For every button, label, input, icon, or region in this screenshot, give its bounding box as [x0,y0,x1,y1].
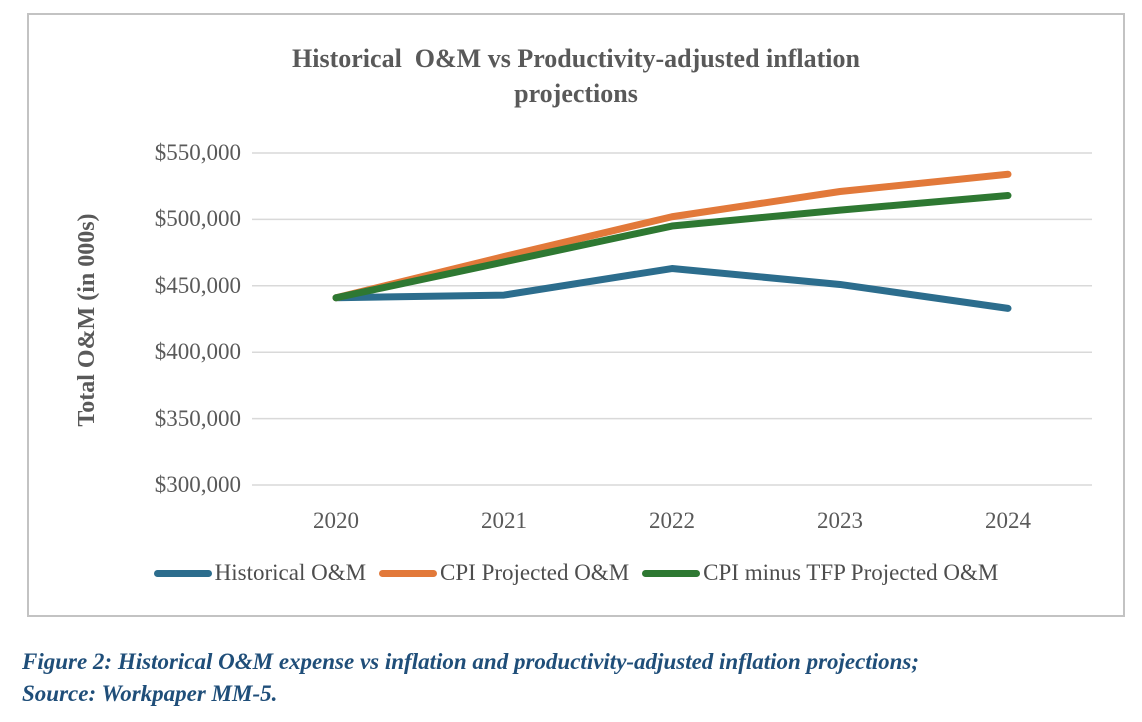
chart-legend: Historical O&M CPI Projected O&M CPI minus… [29,560,1123,586]
x-axis-tick-label: 2020 [313,508,359,533]
plot-area [252,152,1092,486]
y-axis-tick-label: $450,000 [154,272,241,298]
x-axis-tick-label: 2024 [985,508,1031,533]
legend-item-0: Historical O&M [153,560,367,586]
y-axis-tick-label: $400,000 [154,339,241,365]
legend-line-marker [642,569,701,577]
legend-line-marker [379,569,438,577]
x-axis-tick-label: 2022 [649,508,695,533]
y-axis-tick-label: $350,000 [154,405,241,431]
chart-frame: Historical O&M vs Productivity-adjusted … [27,13,1125,617]
series-line-2 [332,191,1012,302]
legend-item-2: CPI minus TFP Projected O&M [642,560,998,586]
chart-title: Historical O&M vs Productivity-adjusted … [292,44,860,109]
figure-caption: Figure 2: Historical O&M expense vs infl… [22,649,920,707]
y-axis-tick-label: $500,000 [154,206,241,232]
legend-line-marker [153,569,212,577]
x-axis-tick-label: 2023 [817,508,863,533]
legend-label: CPI Projected O&M [440,560,630,585]
y-axis-tick-label: $300,000 [154,472,241,497]
x-axis-tick-label: 2021 [481,508,527,533]
legend-label: CPI minus TFP Projected O&M [703,560,999,585]
legend-label: Historical O&M [214,560,367,585]
series-line-0 [332,265,1012,312]
legend-item-1: CPI Projected O&M [379,560,629,586]
y-axis-tick-label: $550,000 [154,140,241,165]
